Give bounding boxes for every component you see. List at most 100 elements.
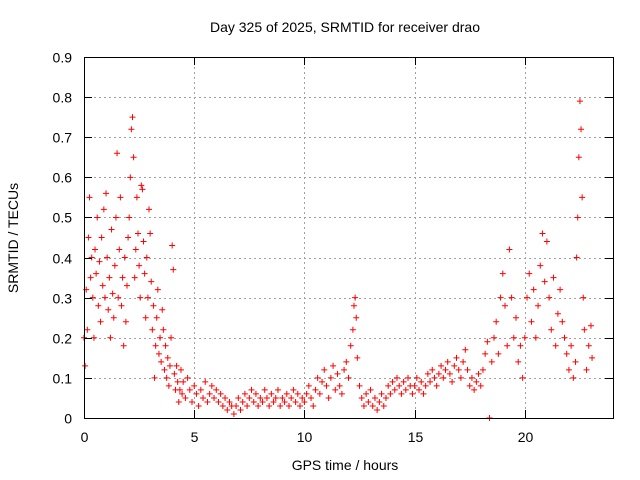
data-point (449, 378, 456, 385)
data-point (224, 406, 231, 413)
data-point (101, 294, 108, 301)
data-point (133, 194, 140, 201)
data-point (283, 390, 290, 397)
data-point (552, 342, 559, 349)
data-point (471, 386, 478, 393)
y-tick-label: 0.9 (53, 50, 73, 66)
data-point (106, 274, 113, 281)
data-point (241, 390, 248, 397)
data-point (433, 382, 440, 389)
data-point (572, 358, 579, 365)
data-point (211, 394, 218, 401)
data-point (499, 270, 506, 277)
data-point (139, 186, 146, 193)
data-point (440, 374, 447, 381)
data-point (349, 326, 356, 333)
data-point (206, 390, 213, 397)
data-point (365, 398, 372, 405)
data-point (543, 238, 550, 245)
data-point (105, 306, 112, 313)
data-point (219, 402, 226, 409)
data-point (164, 354, 171, 361)
data-point (270, 398, 277, 405)
data-point (144, 294, 151, 301)
x-tick-label: 20 (518, 429, 534, 445)
data-point (137, 294, 144, 301)
data-point (455, 366, 462, 373)
data-point (252, 390, 259, 397)
data-point (532, 334, 539, 341)
data-point (116, 246, 123, 253)
data-point (442, 366, 449, 373)
data-point (141, 270, 148, 277)
data-point (559, 318, 566, 325)
data-point (484, 338, 491, 345)
data-point (457, 374, 464, 381)
data-series (81, 98, 596, 421)
data-point (147, 230, 154, 237)
data-point (446, 370, 453, 377)
data-point (400, 378, 407, 385)
data-point (95, 302, 102, 309)
data-point (135, 230, 142, 237)
data-point (180, 378, 187, 385)
data-point (398, 390, 405, 397)
data-point (581, 326, 588, 333)
data-point (88, 254, 95, 261)
data-point (119, 274, 126, 281)
data-point (189, 398, 196, 405)
data-point (453, 354, 460, 361)
data-point (99, 282, 106, 289)
chart-title: Day 325 of 2025, SRMTID for receiver dra… (210, 19, 480, 35)
data-point (393, 374, 400, 381)
data-point (84, 326, 91, 333)
data-point (513, 314, 520, 321)
y-tick-label: 0.5 (53, 210, 73, 226)
data-point (468, 374, 475, 381)
data-point (120, 342, 127, 349)
data-point (173, 362, 180, 369)
data-point (136, 262, 143, 269)
data-point (479, 366, 486, 373)
x-tick-label: 0 (81, 429, 89, 445)
data-point (151, 374, 158, 381)
data-point (171, 370, 178, 377)
data-point (537, 262, 544, 269)
data-point (413, 374, 420, 381)
data-point (281, 398, 288, 405)
data-point (575, 154, 582, 161)
data-point (104, 254, 111, 261)
data-point (121, 254, 128, 261)
data-point (546, 294, 553, 301)
data-point (248, 386, 255, 393)
y-tick-label: 0.8 (53, 90, 73, 106)
data-point (305, 382, 312, 389)
data-point (477, 382, 484, 389)
data-point (175, 398, 182, 405)
data-point (438, 362, 445, 369)
data-point (277, 402, 284, 409)
data-point (217, 390, 224, 397)
data-point (431, 374, 438, 381)
grid (84, 57, 613, 418)
data-point (530, 286, 537, 293)
data-point (128, 126, 135, 133)
data-point (200, 394, 207, 401)
data-point (266, 402, 273, 409)
data-point (165, 382, 172, 389)
data-point (126, 214, 133, 221)
data-point (301, 398, 308, 405)
data-point (330, 362, 337, 369)
data-point (380, 402, 387, 409)
data-point (163, 374, 170, 381)
y-tick-label: 0.7 (53, 130, 73, 146)
data-point (82, 362, 89, 369)
data-point (451, 362, 458, 369)
data-point (166, 362, 173, 369)
data-point (250, 398, 257, 405)
data-point (292, 398, 299, 405)
data-point (360, 402, 367, 409)
data-point (215, 398, 222, 405)
data-point (288, 394, 295, 401)
data-point (244, 402, 251, 409)
